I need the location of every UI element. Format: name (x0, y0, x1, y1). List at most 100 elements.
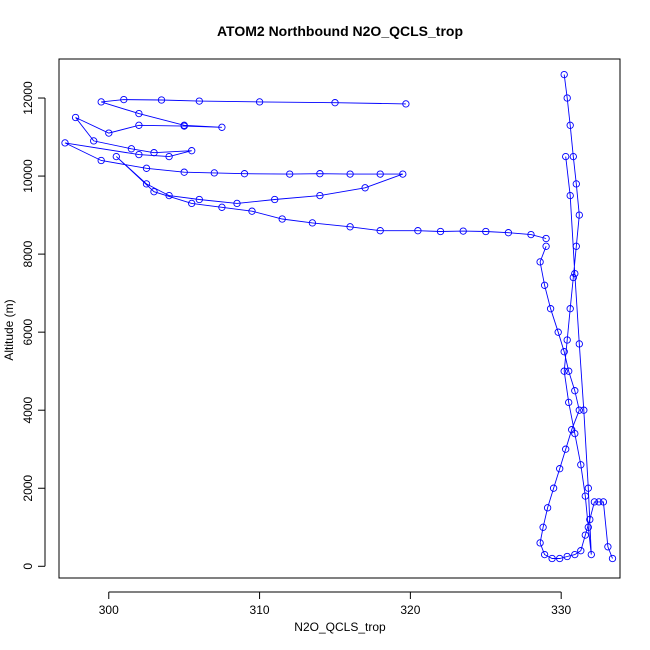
data-point (71, 113, 80, 122)
data-point (575, 211, 583, 219)
data-point (142, 180, 151, 188)
data-point (563, 336, 571, 344)
data-point (316, 170, 324, 178)
y-tick-label: 12000 (21, 81, 35, 115)
y-tick-label: 4000 (21, 397, 35, 424)
y-tick-label: 6000 (21, 318, 35, 345)
data-point (575, 406, 583, 414)
series-line (64, 99, 547, 239)
data-point (608, 554, 617, 563)
data-point (346, 170, 354, 178)
data-point (572, 242, 580, 250)
data-point (542, 242, 550, 250)
data-point (278, 215, 286, 223)
data-point (402, 100, 410, 108)
data-point (539, 523, 547, 531)
data-layer (61, 70, 617, 563)
data-point (210, 169, 218, 177)
data-point (376, 170, 384, 178)
data-point (569, 273, 577, 282)
data-point (165, 191, 173, 200)
data-point (572, 180, 580, 188)
plot-frame (58, 58, 621, 579)
data-point (316, 191, 324, 200)
data-point (584, 484, 592, 492)
x-tick-label: 320 (400, 603, 420, 617)
data-point (542, 234, 550, 243)
data-point (105, 129, 113, 137)
data-point (135, 109, 143, 118)
data-point (536, 539, 544, 547)
data-point (563, 552, 571, 561)
series-line (563, 74, 592, 555)
data-point (563, 94, 571, 102)
data-point (540, 281, 549, 289)
data-point (361, 184, 369, 192)
data-point (565, 367, 573, 375)
data-point (112, 152, 120, 161)
data-point (286, 170, 294, 178)
data-point (571, 387, 579, 395)
x-tick-label: 330 (551, 603, 571, 617)
data-point (569, 152, 577, 161)
data-point (218, 123, 226, 131)
data-point (399, 170, 407, 178)
data-point (543, 504, 552, 512)
data-point (331, 99, 339, 107)
data-point (120, 95, 128, 104)
data-point (436, 227, 445, 236)
y-axis: 0 2000 4000 6000 8000 10000 12000 (21, 81, 46, 570)
data-point (560, 348, 568, 356)
data-point (482, 227, 490, 236)
data-point (97, 98, 105, 106)
y-tick-label: 2000 (21, 475, 35, 502)
data-point (546, 305, 555, 313)
series-line (539, 246, 613, 559)
data-point (527, 230, 535, 239)
data-point (165, 152, 173, 161)
data-point (587, 550, 595, 559)
data-point (556, 554, 564, 563)
data-point (556, 465, 564, 473)
data-point (549, 484, 558, 492)
data-point (271, 195, 279, 204)
data-point (604, 543, 612, 551)
data-point (195, 195, 203, 204)
y-tick-label: 10000 (21, 159, 35, 193)
data-point (218, 203, 226, 211)
data-point (548, 554, 556, 563)
data-point (135, 150, 143, 159)
data-point (248, 207, 256, 215)
data-point (150, 149, 158, 157)
data-point (581, 531, 589, 539)
data-point (571, 429, 579, 438)
data-point (97, 156, 105, 165)
y-tick-label: 0 (21, 563, 35, 570)
data-point (590, 498, 599, 506)
data-point (459, 227, 467, 235)
data-point (554, 328, 562, 336)
data-point (135, 121, 143, 129)
data-point (560, 70, 568, 79)
data-point (581, 492, 589, 500)
data-point (562, 152, 570, 161)
data-point (504, 229, 513, 237)
data-point (566, 191, 574, 200)
y-axis-label: Altitude (m) (2, 299, 16, 360)
data-point (61, 139, 69, 147)
data-point (580, 406, 588, 414)
data-point (233, 199, 241, 208)
data-point (562, 445, 570, 453)
data-point (195, 97, 203, 105)
data-point (560, 367, 568, 375)
data-point (157, 96, 166, 104)
data-point (571, 269, 579, 278)
x-tick-label: 300 (99, 603, 119, 617)
data-point (566, 121, 574, 129)
data-point (599, 498, 608, 506)
data-point (127, 145, 136, 153)
data-point (565, 398, 573, 407)
data-point (308, 219, 317, 227)
